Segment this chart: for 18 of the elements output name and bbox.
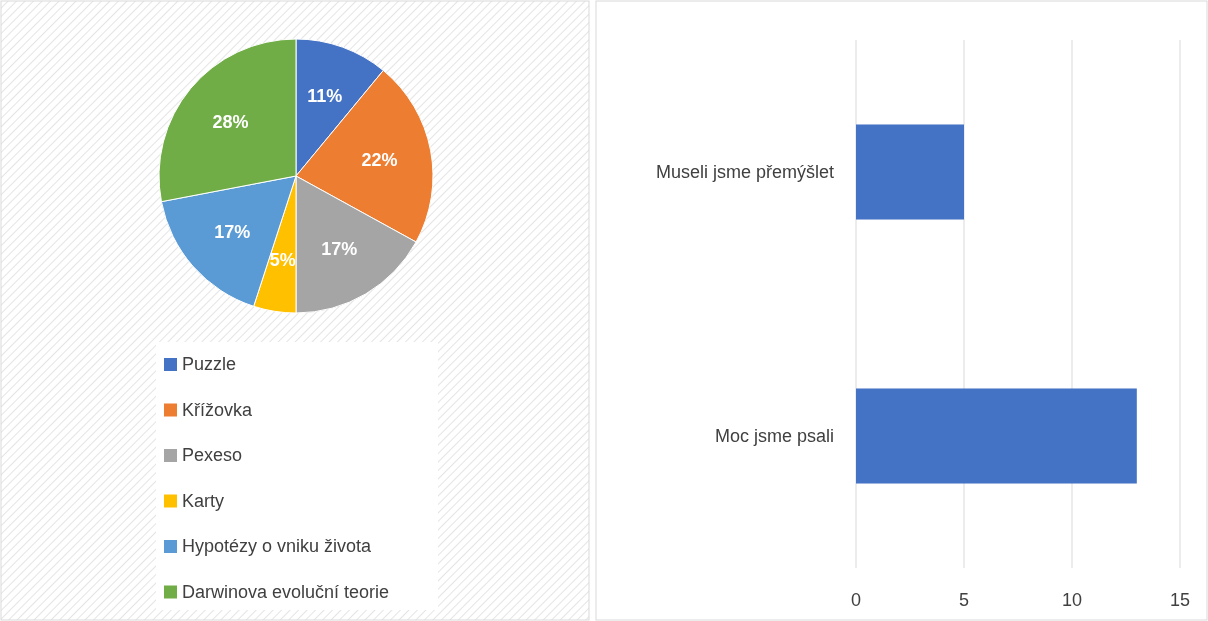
legend-label: Pexeso — [182, 445, 243, 466]
data-label: 28% — [212, 112, 249, 133]
legend-label: Puzzle — [182, 354, 237, 375]
data-label: 5% — [269, 250, 296, 271]
legend-label: Karty — [182, 490, 225, 511]
legend-label: Křížovka — [182, 399, 254, 420]
data-label: 17% — [214, 222, 251, 243]
y-tick-label: Museli jsme přemýšlet — [655, 162, 834, 183]
x-tick-label: 0 — [850, 590, 862, 611]
legend-label: Darwinova evoluční teorie — [182, 581, 390, 602]
y-tick-label: Moc jsme psali — [714, 426, 834, 447]
x-tick-label: 5 — [958, 590, 970, 611]
data-label: 17% — [321, 239, 358, 260]
x-tick-label: 10 — [1061, 590, 1083, 611]
legend-label: Hypotézy o vniku života — [182, 536, 373, 557]
data-label: 22% — [361, 150, 398, 171]
data-label: 11% — [307, 86, 343, 107]
x-tick-label: 15 — [1169, 590, 1191, 611]
